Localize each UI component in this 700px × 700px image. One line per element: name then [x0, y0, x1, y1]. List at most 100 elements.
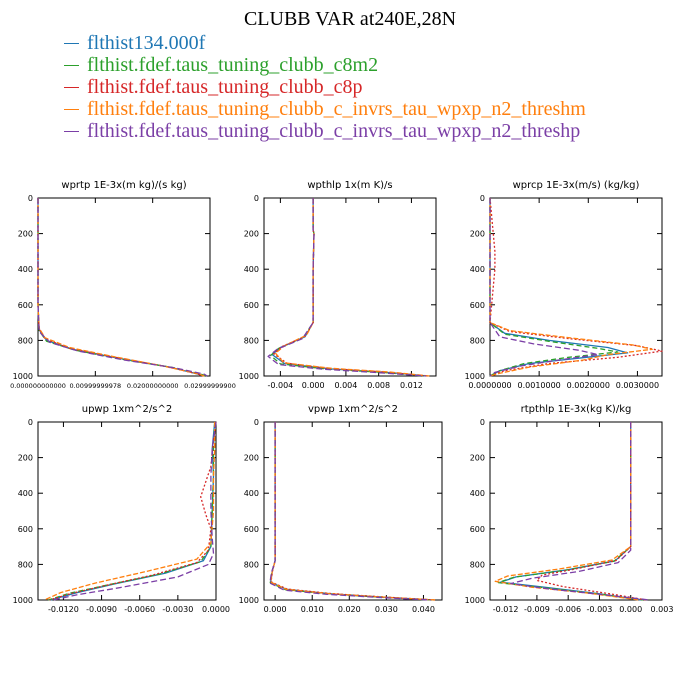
y-tick-label: 1000: [465, 372, 485, 381]
legend-item: flthist.fdef.taus_tuning_clubb_c8p: [64, 76, 586, 98]
series-line: [270, 422, 435, 601]
series-line: [271, 198, 428, 377]
y-tick-label: 400: [244, 265, 259, 274]
legend-item: flthist134.000f: [64, 32, 586, 54]
y-tick-label: 200: [470, 230, 485, 239]
legend-label: flthist134.000f: [87, 32, 206, 54]
y-tick-label: 0: [28, 418, 33, 427]
chart-title: wprcp 1E-3x(m/s) (kg/kg): [513, 180, 640, 191]
y-tick-label: 400: [18, 489, 33, 498]
x-tick-label: -0.003: [587, 605, 613, 614]
legend-label: flthist.fdef.taus_tuning_clubb_c_invrs_t…: [87, 98, 586, 120]
x-tick-label: -0.004: [267, 381, 293, 390]
x-tick-label: 0.010: [301, 605, 324, 614]
y-tick-label: 200: [470, 454, 485, 463]
legend-swatch: [64, 130, 79, 132]
x-tick-label: 0.02999999900: [184, 382, 236, 390]
y-tick-label: 0: [254, 194, 259, 203]
x-tick-label: 0.000: [302, 381, 325, 390]
y-tick-label: 200: [244, 454, 259, 463]
x-tick-label: 0.030: [375, 605, 398, 614]
y-tick-label: 600: [18, 301, 33, 310]
y-tick-label: 1000: [465, 596, 485, 605]
series-line: [489, 198, 619, 377]
series-line: [273, 198, 428, 377]
series-line: [48, 421, 216, 601]
series-line: [497, 422, 644, 601]
y-tick-label: 0: [254, 418, 259, 427]
y-tick-label: 200: [18, 454, 33, 463]
plot-frame: [489, 421, 663, 601]
x-tick-label: -0.0060: [124, 605, 155, 614]
series-line: [49, 421, 217, 601]
chart-panel: wprtp 1E-3x(m kg)/(s kg) 0 200 400 600 800 100…: [10, 180, 236, 390]
y-tick-label: 0: [480, 418, 485, 427]
chart-panel: vpwp 1xm^2/s^2 0 200 400 600 800 1000 0.000 0.01…: [239, 404, 443, 614]
legend-swatch: [64, 108, 79, 110]
x-tick-label: 0.000000000000: [10, 382, 66, 390]
series-line: [50, 421, 216, 601]
series-line: [489, 198, 653, 377]
legend-label: flthist.fdef.taus_tuning_clubb_c8m2: [87, 54, 379, 76]
y-tick-label: 200: [244, 230, 259, 239]
x-tick-label: -0.0090: [86, 605, 117, 614]
series-line: [267, 198, 427, 377]
series-line: [37, 198, 208, 377]
chart-panel: wpthlp 1x(m K)/s 0 200 400 600 800 1000 -0.004 0…: [239, 180, 437, 390]
series-line: [37, 198, 205, 377]
page-title: CLUBB VAR at240E,28N: [243, 8, 457, 30]
x-tick-label: -0.009: [524, 605, 550, 614]
plot-frame: [263, 197, 437, 377]
y-tick-label: 800: [18, 560, 33, 569]
x-tick-label: 0.040: [412, 605, 435, 614]
series-line: [274, 198, 430, 377]
y-tick-label: 0: [28, 194, 33, 203]
y-tick-label: 400: [470, 265, 485, 274]
x-tick-label: 0.0010000: [518, 381, 561, 390]
x-tick-label: -0.0120: [48, 605, 79, 614]
y-tick-label: 800: [18, 336, 33, 345]
chart-panel: rtpthlp 1E-3x(kg K)/kg02004006008001000-…: [465, 404, 674, 614]
legend-label: flthist.fdef.taus_tuning_clubb_c_invrs_t…: [87, 120, 581, 142]
chart-title: wprtp 1E-3x(m kg)/(s kg): [61, 180, 186, 191]
chart-title: upwp 1xm^2/s^2: [82, 404, 172, 415]
legend-swatch: [64, 42, 79, 44]
series-line: [269, 422, 431, 601]
y-tick-label: 1000: [13, 372, 33, 381]
series-line: [494, 422, 640, 601]
series-line: [499, 422, 642, 601]
series-line: [489, 198, 629, 377]
x-tick-label: -0.0030: [162, 605, 193, 614]
y-tick-label: 600: [470, 525, 485, 534]
chart-title: rtpthlp 1E-3x(kg K)/kg: [521, 404, 632, 415]
series-line: [37, 198, 204, 377]
x-tick-label: 0.012: [400, 381, 423, 390]
series-line: [269, 198, 424, 377]
y-tick-label: 600: [18, 525, 33, 534]
x-tick-label: 0.000: [619, 605, 642, 614]
series-line: [536, 422, 647, 601]
y-tick-label: 600: [244, 301, 259, 310]
legend-swatch: [64, 86, 79, 88]
plot-frame: [263, 421, 443, 601]
legend-swatch: [64, 64, 79, 66]
series-line: [37, 198, 205, 377]
y-tick-label: 1000: [239, 372, 259, 381]
x-tick-label: 0.0030000: [616, 381, 659, 390]
series-line: [510, 422, 650, 601]
legend-label: flthist.fdef.taus_tuning_clubb_c8p: [87, 76, 363, 98]
y-tick-label: 1000: [13, 596, 33, 605]
legend-item: flthist.fdef.taus_tuning_clubb_c_invrs_t…: [64, 98, 586, 120]
x-tick-label: -0.006: [555, 605, 581, 614]
legend: flthist134.000f flthist.fdef.taus_tuning_…: [64, 32, 586, 142]
x-tick-label: 0.0000: [202, 605, 230, 614]
chart-panel: wprcp 1E-3x(m/s) (kg/kg) 0 200 400 600 800 100…: [465, 180, 663, 390]
x-tick-label: 0.02000000000: [127, 382, 179, 390]
x-tick-label: 0.020: [338, 605, 361, 614]
x-tick-label: 0.008: [367, 381, 390, 390]
x-tick-label: 0.004: [334, 381, 357, 390]
x-tick-label: 0.000: [264, 605, 287, 614]
series-line: [269, 422, 433, 601]
legend-item: flthist.fdef.taus_tuning_clubb_c8m2: [64, 54, 586, 76]
